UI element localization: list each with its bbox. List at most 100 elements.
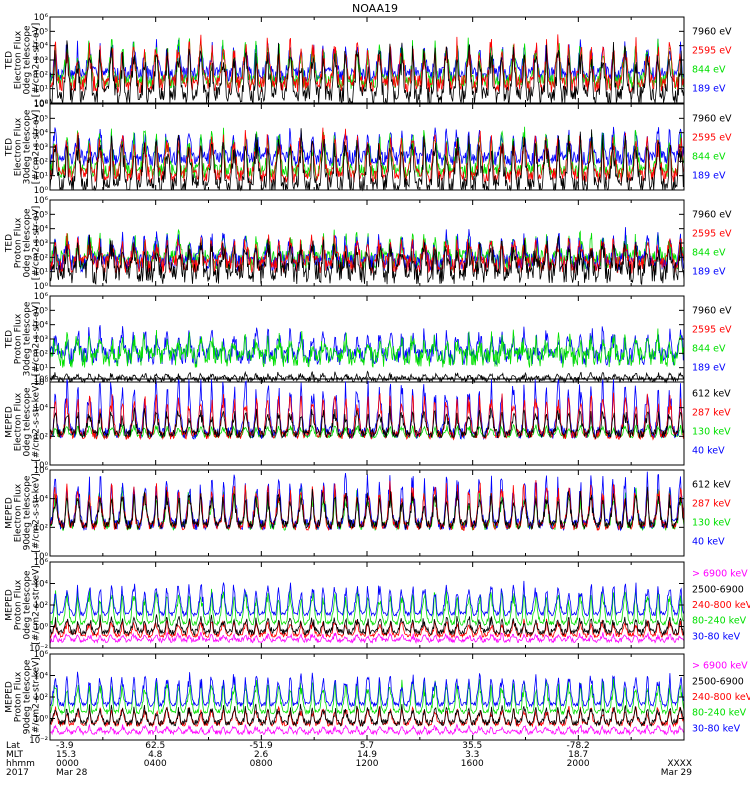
y-axis-label-line: [#/cm2-s-str-eV] bbox=[32, 23, 42, 98]
y-axis-label-line: MEPED bbox=[5, 406, 15, 438]
y-tick-label: 10⁴ bbox=[34, 580, 49, 590]
y-axis-label-line: TED bbox=[5, 51, 15, 70]
y-axis-label-line: TED bbox=[5, 138, 15, 157]
legend-label: 40 keV bbox=[692, 537, 725, 548]
legend-label: 189 eV bbox=[692, 267, 726, 278]
y-tick-label: 10² bbox=[34, 523, 48, 533]
y-tick-label: 10⁶ bbox=[34, 466, 49, 476]
y-tick-label: 10² bbox=[34, 157, 48, 167]
y-tick-label: 10¹ bbox=[34, 85, 48, 95]
legend-label: 80-240 keV bbox=[692, 616, 747, 627]
y-axis-label: TEDProton Flux0deg telescope[#/cm2-s-str… bbox=[5, 206, 42, 281]
series-line-red bbox=[49, 618, 685, 639]
series-line-green bbox=[49, 678, 685, 716]
legend-label: > 6900 keV bbox=[692, 569, 748, 580]
legend-label: 2595 eV bbox=[692, 228, 732, 239]
y-axis-label-line: 0deg telescope bbox=[23, 387, 33, 457]
y-tick-label: 10⁶ bbox=[34, 13, 49, 23]
y-axis-label: MEPEDElectron Flux0deg telescope[#/cm2-s… bbox=[5, 382, 42, 461]
x-tick-label: 18.7 bbox=[568, 750, 588, 760]
y-axis-label: TEDElectron Flux30deg telescope[#/cm2-s-… bbox=[5, 109, 42, 184]
y-tick-label: 10⁵ bbox=[34, 27, 48, 37]
y-axis-label-line: Proton Flux bbox=[14, 671, 24, 722]
series-line-blue bbox=[49, 580, 685, 618]
legend-label: 7960 eV bbox=[692, 305, 732, 316]
y-axis-label-line: MEPED bbox=[5, 497, 15, 529]
legend-label: 240-800 keV bbox=[692, 600, 750, 611]
legend-label: 30-80 keV bbox=[692, 631, 741, 642]
y-tick-label: 10⁶ bbox=[34, 375, 49, 385]
y-axis-label-line: MEPED bbox=[5, 681, 15, 713]
y-tick-label: 10⁴ bbox=[34, 42, 49, 52]
series-line-green bbox=[49, 328, 685, 368]
legend-label: 7960 eV bbox=[692, 26, 732, 37]
x-tick-label: -51.9 bbox=[249, 741, 273, 751]
y-tick-label: 10⁴ bbox=[34, 129, 49, 139]
y-axis-label-line: Proton Flux bbox=[14, 313, 24, 364]
y-axis-label: TEDProton Flux30deg telescope[#/cm2-s-st… bbox=[5, 301, 42, 376]
y-tick-label: 10² bbox=[34, 70, 48, 80]
x-tick-label: 3.3 bbox=[465, 750, 479, 760]
series-line-red bbox=[49, 392, 685, 441]
x-tick-label: 1600 bbox=[461, 759, 484, 769]
legend-label: 2500-6900 bbox=[692, 584, 744, 595]
y-axis-label-line: [#/cm2-s-str-eV] bbox=[32, 110, 42, 185]
legend-label: 612 keV bbox=[692, 479, 731, 490]
legend-label: 2595 eV bbox=[692, 132, 732, 143]
y-axis-label-line: 0deg telescope bbox=[23, 25, 33, 95]
legend-label: 240-800 keV bbox=[692, 692, 750, 703]
y-axis-label-line: 0deg telescope bbox=[23, 208, 33, 278]
y-tick-label: 10⁰ bbox=[34, 461, 49, 471]
y-axis-label-line: Electron Flux bbox=[14, 483, 24, 542]
series-line-black bbox=[49, 486, 685, 531]
y-tick-label: 10⁰ bbox=[34, 282, 49, 292]
legend-label: 2500-6900 bbox=[692, 676, 744, 687]
legend-label: 30-80 keV bbox=[692, 723, 741, 734]
y-axis-label-line: Electron Flux bbox=[14, 117, 24, 176]
legend-label: 287 keV bbox=[692, 498, 731, 509]
x-tick-label: 14.9 bbox=[357, 750, 377, 760]
y-axis-label-line: MEPED bbox=[5, 589, 15, 621]
x-tick-label: Mar 29 bbox=[661, 768, 693, 778]
x-tick-label: 1200 bbox=[356, 759, 379, 769]
y-axis-label-line: [#/cm2-s-str-keV] bbox=[32, 565, 42, 644]
y-tick-label: 10¹ bbox=[34, 172, 48, 182]
legend-label: 844 eV bbox=[692, 248, 726, 259]
y-tick-label: 10⁶ bbox=[34, 292, 49, 302]
y-axis-label: TEDElectron Flux0deg telescope[#/cm2-s-s… bbox=[5, 23, 42, 98]
x-tick-label: -78.2 bbox=[566, 741, 589, 751]
legend-label: 40 keV bbox=[692, 446, 725, 457]
series-line-black bbox=[49, 405, 685, 440]
legend-label: 189 eV bbox=[692, 84, 726, 95]
y-tick-label: 10⁻² bbox=[29, 644, 48, 654]
x-row-label: Lat bbox=[6, 741, 21, 751]
y-tick-label: 10⁶ bbox=[34, 650, 49, 660]
y-tick-label: 10² bbox=[34, 601, 48, 611]
y-tick-label: 10⁰ bbox=[34, 186, 49, 196]
y-tick-label: 10¹ bbox=[34, 364, 48, 374]
series-line-green bbox=[49, 423, 685, 440]
y-axis-label-line: TED bbox=[5, 234, 15, 253]
y-axis-label-line: Proton Flux bbox=[14, 579, 24, 630]
series-line-magenta bbox=[49, 631, 685, 645]
series-line-magenta bbox=[49, 723, 685, 736]
y-tick-label: 10⁵ bbox=[34, 306, 48, 316]
series-line-blue bbox=[49, 325, 685, 366]
x-tick-label: 62.5 bbox=[145, 741, 165, 751]
y-tick-label: 10⁰ bbox=[34, 99, 49, 109]
y-tick-label: 10³ bbox=[34, 239, 48, 249]
legend-label: 612 keV bbox=[692, 388, 731, 399]
series-line-blue bbox=[49, 671, 685, 708]
x-tick-label: 5.7 bbox=[360, 741, 374, 751]
y-axis-label-line: [#/cm2-s-str-eV] bbox=[32, 302, 42, 377]
y-tick-label: 10³ bbox=[34, 143, 48, 153]
y-tick-label: 10³ bbox=[34, 335, 48, 345]
y-axis-label-line: 30deg telescope bbox=[23, 109, 33, 184]
y-tick-label: 10⁻² bbox=[29, 736, 48, 746]
